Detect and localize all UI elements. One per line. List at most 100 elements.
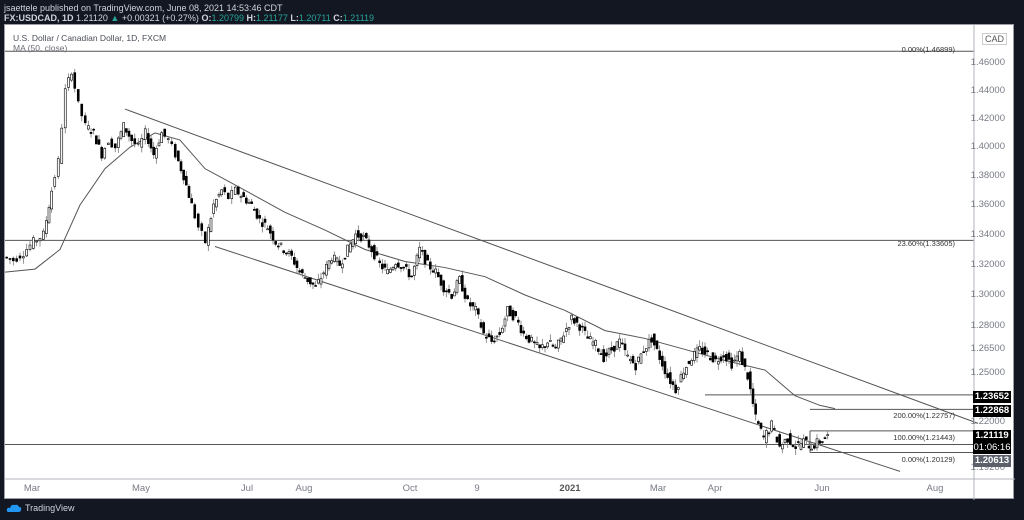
candle xyxy=(250,201,253,204)
high-value: 1.21177 xyxy=(256,13,288,23)
candle xyxy=(786,438,789,443)
candle xyxy=(263,218,267,223)
time-axis-label: 2021 xyxy=(559,483,581,494)
candle xyxy=(706,350,709,353)
candle xyxy=(562,335,565,343)
price-axis-label: 1.25000 xyxy=(970,367,1005,379)
price-axis-label: 1.42000 xyxy=(970,112,1005,124)
candle xyxy=(685,367,688,375)
candle xyxy=(95,135,98,145)
candle xyxy=(485,336,488,339)
candle xyxy=(370,246,373,253)
channel-top-line xyxy=(124,108,979,424)
candle xyxy=(474,306,477,311)
candle xyxy=(797,441,800,443)
candle xyxy=(546,342,549,348)
candle xyxy=(5,256,8,259)
candle xyxy=(551,344,555,347)
time-axis-label: Oct xyxy=(402,483,418,494)
candle xyxy=(762,435,765,438)
candle xyxy=(605,352,608,357)
candle xyxy=(642,351,645,353)
candle xyxy=(735,355,739,362)
candle xyxy=(203,231,207,244)
candle xyxy=(754,403,757,415)
candle xyxy=(799,442,803,450)
candle xyxy=(770,420,773,432)
candle xyxy=(677,387,680,390)
candle xyxy=(466,295,469,300)
candle xyxy=(140,138,144,148)
candle xyxy=(559,337,563,342)
price-tag-1.20613: 1.20613 xyxy=(973,455,1011,467)
symbol-ohlc-bar: FX:USDCAD, 1D 1.21120 ▲ +0.00321 (+0.27%… xyxy=(4,13,374,23)
candle xyxy=(602,349,605,362)
candle xyxy=(18,255,22,259)
open-value: 1.20799 xyxy=(211,13,244,23)
last-price: 1.21120 xyxy=(76,13,108,23)
candle xyxy=(693,351,696,361)
candle xyxy=(581,325,584,328)
currency-label[interactable]: CAD xyxy=(981,33,1007,45)
candle xyxy=(618,338,621,348)
price-axis-label: 1.26500 xyxy=(970,343,1005,355)
candle xyxy=(70,73,73,81)
countdown-tag: 01:06:16 xyxy=(973,442,1011,454)
candle xyxy=(226,192,230,199)
candle xyxy=(365,233,368,239)
candle xyxy=(765,430,768,444)
candle xyxy=(493,340,496,343)
candle xyxy=(570,314,573,321)
candle xyxy=(381,263,384,270)
candle xyxy=(359,233,363,242)
candle xyxy=(163,128,167,137)
candle xyxy=(314,285,317,287)
candle xyxy=(434,268,437,274)
candle xyxy=(447,289,451,293)
candle xyxy=(757,421,760,424)
candle xyxy=(309,277,312,285)
candle xyxy=(722,355,725,358)
time-axis-label: Aug xyxy=(926,483,944,494)
candle xyxy=(45,220,48,234)
candle xyxy=(293,257,296,265)
price-axis-label: 1.19200 xyxy=(970,462,1005,474)
chart-frame[interactable]: U.S. Dollar / Canadian Dollar, 1D, FXCM … xyxy=(4,24,1015,500)
candle xyxy=(271,230,275,241)
candle xyxy=(190,198,193,204)
candle xyxy=(599,353,603,355)
price-axis-label: 1.30000 xyxy=(970,289,1005,300)
candle xyxy=(666,373,669,378)
candle xyxy=(682,372,685,379)
candle xyxy=(301,269,304,274)
time-axis-label: Mar xyxy=(649,483,667,494)
candle xyxy=(650,337,653,343)
candle xyxy=(215,199,218,208)
candle xyxy=(56,158,60,177)
price-axis-label: 1.36000 xyxy=(970,198,1005,210)
price-tag-1.23652: 1.23652 xyxy=(973,391,1011,403)
publish-info: jsaettele published on TradingView.com, … xyxy=(4,3,283,13)
ext-100-label: 100.00%(1.21443) xyxy=(893,433,955,442)
candle xyxy=(623,343,627,351)
candle xyxy=(543,346,547,348)
candle xyxy=(821,441,824,443)
time-axis-label: Jul xyxy=(240,483,254,494)
candle xyxy=(586,336,589,339)
price-chart[interactable] xyxy=(5,25,1015,500)
candle xyxy=(76,89,80,102)
candle xyxy=(639,353,643,364)
candle xyxy=(378,260,381,263)
candle xyxy=(89,131,93,134)
candle xyxy=(147,133,150,144)
drawings-layer xyxy=(5,50,979,472)
candle xyxy=(727,352,731,360)
candle xyxy=(661,355,664,367)
up-arrow-icon: ▲ xyxy=(110,13,120,23)
candle xyxy=(775,436,779,443)
ma-50-line xyxy=(5,132,836,410)
ma-legend[interactable]: MA (50, close) xyxy=(13,43,68,53)
candle xyxy=(637,356,640,362)
candle xyxy=(578,324,581,331)
close-label: C: xyxy=(333,13,343,23)
